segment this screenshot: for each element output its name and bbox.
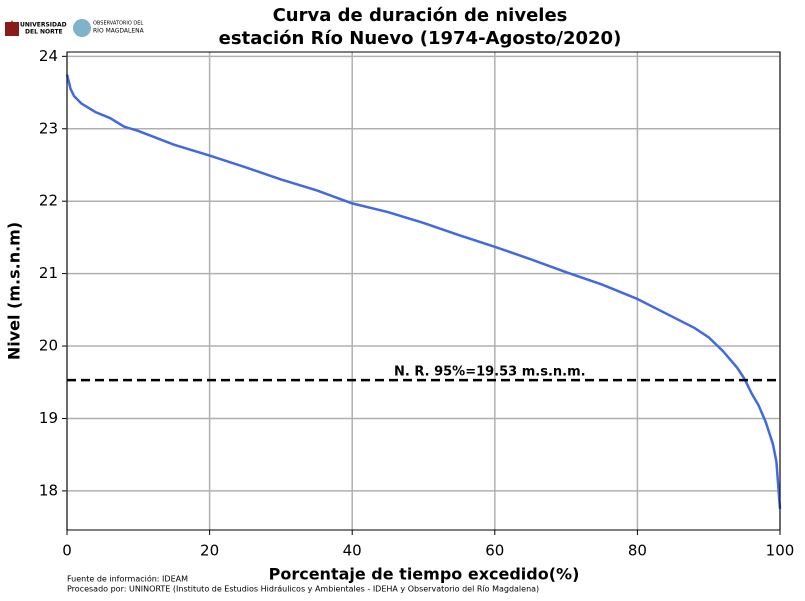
data-line [65,74,782,510]
x-tick-label: 40 [343,542,362,560]
x-tick-label: 20 [200,542,219,560]
logo-uninorte: UNIVERSIDAD DEL NORTE [5,20,67,36]
logo-text: OBSERVATORIO DEL [93,21,143,27]
logo-text: UNIVERSIDAD [20,22,67,29]
y-tick-label: 24 [39,47,58,65]
y-tick-label: 20 [39,337,58,355]
source-note: Fuente de información: IDEAM [67,574,188,584]
chart-title: Curva de duración de niveles [273,5,568,26]
source-note: Procesado por: UNINORTE (Instituto de Es… [67,585,539,594]
x-tick-label: 60 [485,542,504,560]
logo-shape [73,19,91,37]
logo-observatorio: OBSERVATORIO DEL RÍO MAGDALENA [73,19,145,37]
y-tick-label: 18 [39,481,58,499]
logo-shape [5,22,19,36]
y-tick-label: 22 [39,192,58,210]
logo-text: DEL NORTE [25,29,63,36]
reference-label: N. R. 95%=19.53 m.s.n.m. [394,365,586,380]
y-tick-label: 21 [39,264,58,282]
chart-subtitle: estación Río Nuevo (1974-Agosto/2020) [219,28,622,49]
y-tick-label: 23 [39,119,58,137]
logo-text: RÍO MAGDALENA [93,28,145,35]
x-axis-label: Porcentaje de tiempo excedido(%) [269,565,580,584]
x-tick-label: 80 [628,542,647,560]
x-tick-label: 100 [766,542,795,560]
plot-frame [66,51,781,531]
x-tick-label: 0 [62,542,72,560]
y-tick-label: 19 [39,409,58,427]
y-axis-label: Nivel (m.s.n.m) [5,222,24,360]
